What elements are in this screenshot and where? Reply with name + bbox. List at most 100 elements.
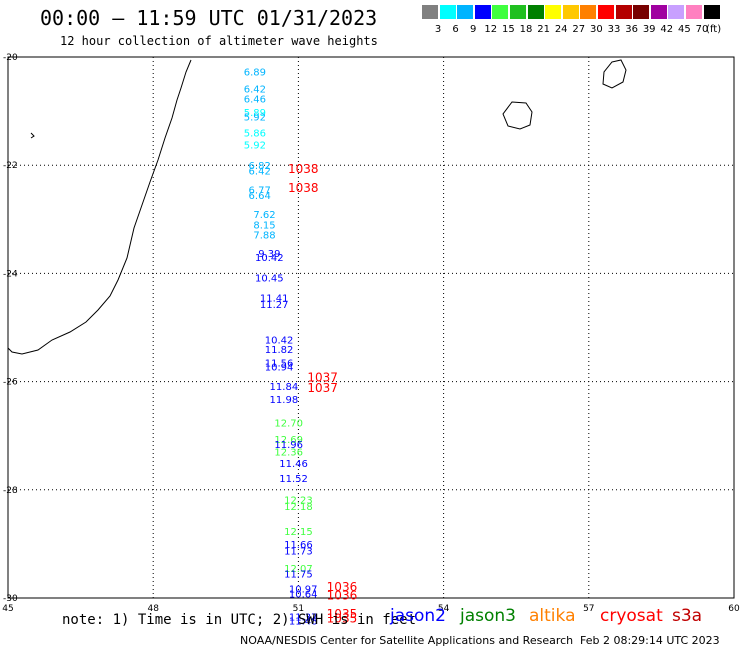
wave-height-reading: 11.73	[284, 546, 313, 557]
wave-height-reading: 6.46	[244, 95, 266, 106]
satellite-label-altika: altika	[529, 606, 576, 626]
legend-label: 15	[502, 24, 515, 35]
wave-height-reading: 10.42	[265, 335, 294, 346]
legend-swatch	[492, 5, 509, 19]
wave-height-reading: 11.84	[270, 382, 299, 393]
legend-label: 6	[452, 24, 459, 35]
y-tick-label: -22	[3, 161, 18, 171]
wave-height-reading: 11.56	[265, 359, 294, 370]
legend-label: 9	[470, 24, 477, 35]
units-note: note: 1) Time is in UTC; 2) SWH is in fe…	[62, 612, 417, 628]
mauritius-island	[602, 59, 627, 89]
legend-swatch	[439, 5, 456, 19]
pressure-label: 1035	[327, 607, 358, 621]
pressure-label: 1035	[327, 612, 358, 626]
wave-height-reading: 11.82	[265, 345, 294, 356]
pressure-label: 1038	[288, 162, 319, 176]
wave-height-reading: 5.86	[244, 129, 266, 140]
legend-label: 70	[695, 24, 709, 35]
wave-height-reading: 11.52	[279, 474, 308, 485]
x-tick-label: 57	[583, 604, 594, 614]
legend-swatch	[703, 5, 720, 19]
legend-swatch	[598, 5, 614, 19]
wave-height-reading: 11.27	[260, 300, 289, 311]
legend-swatch	[562, 5, 579, 19]
pressure-label: 1036	[327, 588, 358, 602]
wave-height-reading: 11.37	[289, 612, 318, 623]
legend-label: 30	[590, 24, 603, 35]
pressure-label: 1038	[288, 181, 319, 195]
pressure-label: 1037	[307, 381, 338, 395]
wave-height-reading: 6.64	[249, 191, 271, 202]
wave-height-reading: 12.18	[284, 502, 313, 513]
legend-swatch	[545, 5, 562, 19]
wave-height-reading: 8.15	[253, 221, 275, 232]
legend-label: 3	[434, 24, 442, 35]
x-tick-label: 60	[728, 604, 740, 614]
satellite-label-s3a: s3a	[672, 606, 703, 626]
wave-height-reading: 11.98	[270, 395, 299, 406]
x-tick-label: 51	[293, 604, 304, 614]
map-frame	[7, 56, 735, 599]
wave-height-reading: 11.96	[274, 440, 303, 451]
wave-height-reading: 12.15	[284, 527, 313, 538]
legend-swatch	[686, 5, 702, 19]
footer-credit: NOAA/NESDIS Center for Satellite Applica…	[240, 634, 574, 647]
y-tick-label: -24	[3, 269, 18, 279]
legend-label: 36	[625, 24, 638, 35]
y-tick-label: -30	[3, 594, 18, 604]
x-tick-label: 48	[147, 604, 159, 614]
wave-height-reading: 6.42	[249, 167, 271, 178]
legend-label: 27	[572, 24, 586, 35]
wave-height-reading: 10.64	[289, 590, 318, 601]
wave-height-reading: 12.23	[284, 496, 313, 507]
legend-label: 42	[660, 24, 674, 35]
pressure-label: 1037	[307, 370, 338, 384]
wave-height-reading: 10.97	[289, 584, 318, 595]
y-tick-label: -20	[3, 53, 18, 63]
satellite-label-jason2: jason2	[390, 606, 446, 626]
wave-height-reading: 9.39	[258, 249, 280, 260]
legend-label: 45	[678, 24, 691, 35]
small-islet	[30, 132, 35, 139]
madagascar-coastline	[7, 59, 192, 355]
wave-height-reading: 11.75	[284, 570, 313, 581]
legend-swatch	[527, 5, 544, 19]
wave-height-reading: 6.77	[249, 186, 271, 197]
y-tick-label: -28	[3, 486, 18, 496]
x-tick-label: 54	[438, 604, 450, 614]
wave-height-reading: 12.07	[284, 564, 313, 575]
satellite-label-jason3: jason3	[460, 606, 516, 626]
satellite-label-cryosat: cryosat	[600, 606, 663, 626]
legend-label: 21	[537, 24, 550, 35]
legend-label: (ft)	[706, 24, 722, 35]
wave-height-reading: 11.66	[284, 540, 313, 551]
page-subtitle: 12 hour collection of altimeter wave hei…	[60, 34, 378, 48]
legend-swatch	[474, 5, 491, 19]
legend-swatch	[633, 5, 650, 19]
x-tick-label: 45	[2, 604, 13, 614]
wave-height-reading: 10.45	[255, 274, 284, 285]
legend-swatch	[650, 5, 667, 19]
legend-label: 12	[484, 24, 498, 35]
wave-height-reading: 12.70	[274, 419, 303, 430]
wave-height-reading: 10.94	[265, 362, 294, 373]
legend-swatch	[668, 5, 685, 19]
wave-height-reading: 6.89	[244, 68, 266, 79]
legend-swatch	[510, 5, 526, 19]
legend-swatch	[615, 5, 632, 19]
wave-height-reading: 5.92	[244, 113, 266, 124]
wave-height-reading: 10.42	[255, 253, 284, 264]
legend-label: 18	[519, 24, 533, 35]
legend-swatch	[422, 5, 438, 19]
wave-height-reading: 12.69	[274, 435, 303, 446]
y-tick-label: -26	[3, 378, 18, 388]
wave-height-reading: 6.82	[249, 161, 271, 172]
page-title: 00:00 – 11:59 UTC 01/31/2023	[40, 6, 378, 30]
wave-height-reading: 12.36	[274, 447, 303, 458]
wave-height-reading: 5.92	[244, 141, 266, 152]
legend-swatch	[457, 5, 474, 19]
pressure-label: 1036	[327, 580, 358, 594]
wave-height-reading: 6.42	[244, 84, 266, 95]
